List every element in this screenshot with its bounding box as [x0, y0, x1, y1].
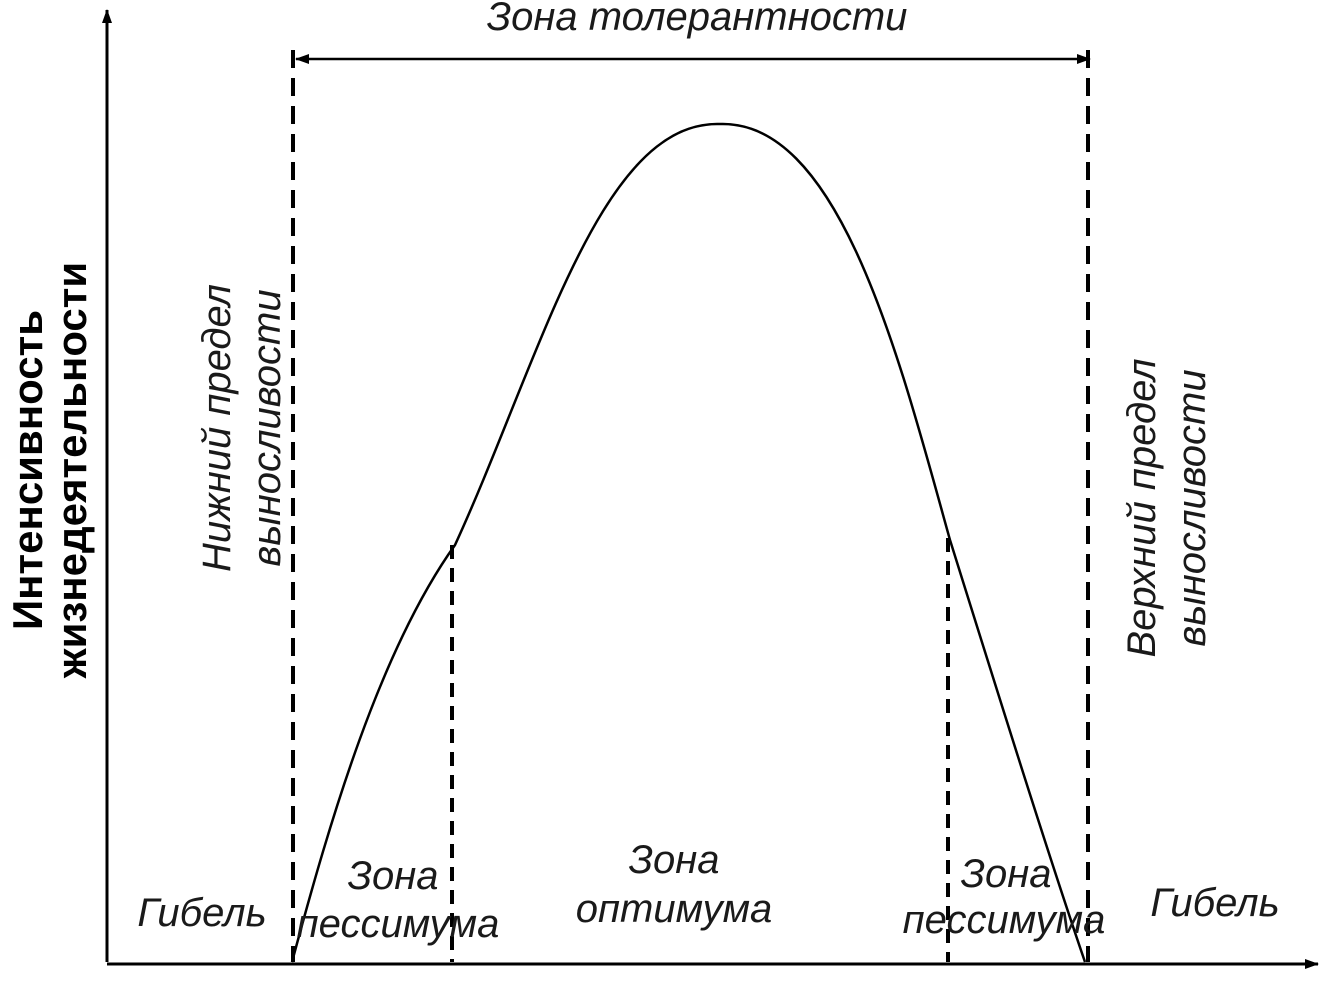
pessimum-right-label-line1: Зона	[960, 852, 1051, 896]
death-right-label: Гибель	[1150, 881, 1279, 925]
y-axis-label-line2: жизнедеятельности	[48, 262, 95, 679]
lower-limit-label-line1: Нижний предел	[195, 284, 239, 572]
y-axis-label-line1: Интенсивность	[4, 310, 51, 630]
optimum-label-line2: оптимума	[576, 887, 772, 931]
pessimum-right-label-line2: пессимума	[903, 898, 1106, 942]
optimum-label-line1: Зона	[628, 838, 719, 882]
death-left-label: Гибель	[137, 891, 266, 935]
tolerance-zone-label: Зона толерантности	[487, 0, 908, 39]
pessimum-left-label-line1: Зона	[347, 854, 438, 898]
upper-limit-label-line1: Верхний предел	[1120, 358, 1164, 657]
pessimum-left-label-line2: пессимума	[297, 902, 500, 946]
upper-limit-label-line2: выносливости	[1170, 369, 1214, 646]
lower-limit-label-line2: выносливости	[245, 289, 289, 566]
tolerance-curve	[290, 122, 1087, 963]
